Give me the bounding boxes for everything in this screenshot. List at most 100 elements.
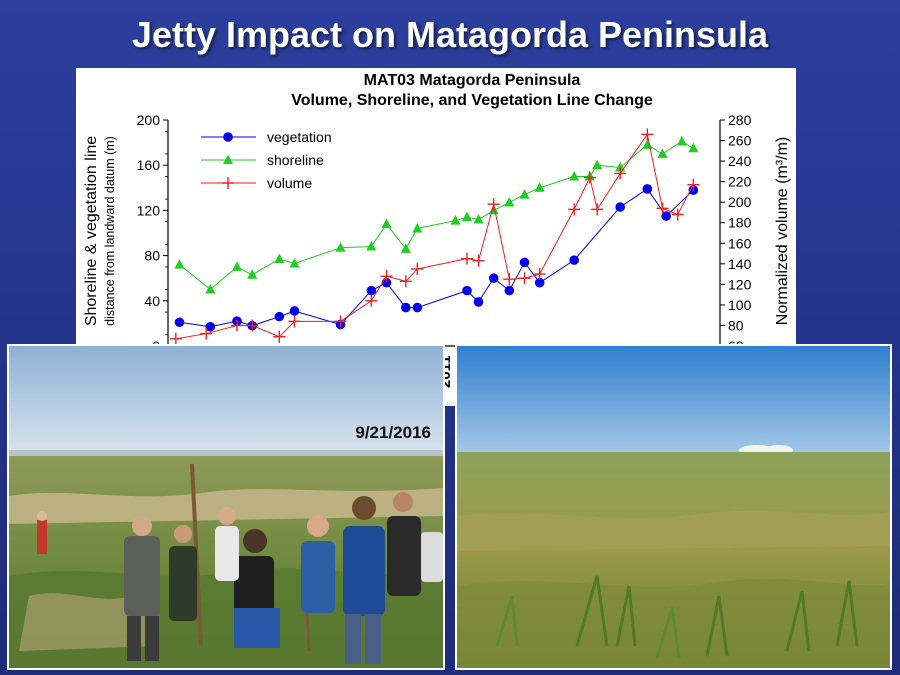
volume-data-point [518,272,531,285]
shoreline-series-line [179,140,694,291]
y2-axis-label: Normalized volume (m³/m) [774,137,791,325]
y-axis-sublabel: distance from landward datum (m) [103,136,117,326]
volume-data-point [503,273,516,286]
shoreline-data-point [274,253,285,263]
photo-vegetated-dunes [455,344,892,670]
vegetation-data-point [274,311,285,322]
volume-data-point [200,327,213,340]
volume-data-point [231,319,243,332]
volume-data-point [273,330,286,343]
shoreline-data-point [534,182,545,192]
volume-data-point [568,203,581,216]
volume-data-point [656,202,669,215]
legend-label-vegetation: vegetation [267,129,332,145]
volume-data-point [246,319,259,332]
y2-tick-label: 240 [728,153,752,169]
vegetation-data-point [462,285,472,296]
volume-data-point [365,294,378,307]
dune-vegetation-photo [457,346,890,668]
volume-data-point [169,332,182,345]
y2-tick-label: 100 [728,297,752,313]
chart-title: MAT03 Matagorda Peninsula [364,72,581,89]
vegetation-data-point [661,211,671,221]
volume-data-point [461,252,473,265]
line-chart: MAT03 Matagorda Peninsula Volume, Shorel… [83,72,791,388]
y2-tick-label: 280 [728,112,752,128]
volume-data-point [583,171,596,184]
vegetation-data-point [504,285,515,296]
vegetation-data-point [401,302,411,313]
y-tick-label: 160 [137,157,161,173]
y-tick-label: 40 [144,293,160,309]
y2-tick-label: 160 [728,235,752,251]
beach-survey-photo: 9/21/2016 [9,346,443,668]
legend-label-volume: volume [267,175,312,191]
shoreline-data-point [642,139,653,149]
vegetation-data-point [473,297,484,307]
volume-data-point [533,268,546,281]
y-tick-label: 200 [137,112,161,128]
shoreline-data-point [289,258,300,268]
volume-data-point [671,208,684,221]
legend-label-shoreline: shoreline [267,152,324,168]
shoreline-data-point [366,241,377,251]
vegetation-data-point [615,202,625,212]
vegetation-data-point [519,257,530,268]
y2-tick-label: 120 [728,276,752,292]
vegetation-data-point [174,317,185,328]
legend-marker-volume [222,177,234,189]
shoreline-data-point [174,259,185,269]
volume-data-point [399,275,412,288]
volume-series-line [175,133,694,340]
volume-data-point [641,128,654,141]
volume-data-point [591,203,604,216]
volume-data-point [411,262,424,275]
shoreline-data-point [519,189,530,199]
shoreline-data-point [504,196,515,207]
shoreline-data-point [688,142,699,153]
shoreline-data-point [450,215,461,225]
y2-tick-label: 140 [728,256,752,272]
volume-data-point [288,315,301,328]
legend-marker-vegetation [223,132,233,142]
shoreline-data-point [381,218,392,228]
y-tick-label: 80 [144,248,160,264]
vegetation-series-line [179,188,694,328]
vegetation-data-point [534,277,545,288]
volume-data-point [380,270,393,283]
photo-field-survey: 9/21/2016 [7,344,445,670]
y-axis-label: Shoreline & vegetation line [83,136,100,326]
chart-subtitle: Volume, Shoreline, and Vegetation Line C… [291,92,653,109]
shoreline-data-point [473,213,484,224]
vegetation-data-point [412,302,423,313]
shoreline-data-point [335,242,346,252]
shoreline-data-point [205,284,216,294]
volume-data-point [487,198,500,211]
shoreline-data-point [676,135,687,146]
legend-marker-shoreline [223,154,233,164]
shoreline-data-point [412,222,423,233]
vegetation-data-point [642,184,653,194]
vegetation-data-point [488,273,499,283]
vegetation-data-point [205,321,216,332]
shoreline-data-point [592,159,603,170]
shoreline-data-point [232,261,242,271]
vegetation-data-point [289,306,300,316]
volume-data-point [614,167,627,180]
y-tick-label: 120 [137,202,161,218]
volume-data-point [334,315,347,328]
slide-title: Jetty Impact on Matagorda Peninsula [131,14,769,55]
y2-tick-label: 200 [728,194,752,210]
vegetation-data-point [366,285,377,296]
shoreline-data-point [462,211,472,222]
y2-tick-label: 220 [728,174,752,190]
shoreline-data-point [247,269,258,279]
photo-date-label: 9/21/2016 [355,423,431,442]
y2-tick-label: 180 [728,215,752,231]
y2-tick-label: 260 [728,133,752,149]
volume-data-point [472,254,485,267]
shoreline-data-point [569,171,580,181]
shoreline-data-point [400,243,411,253]
vegetation-data-point [569,255,579,265]
shoreline-data-point [657,148,668,158]
